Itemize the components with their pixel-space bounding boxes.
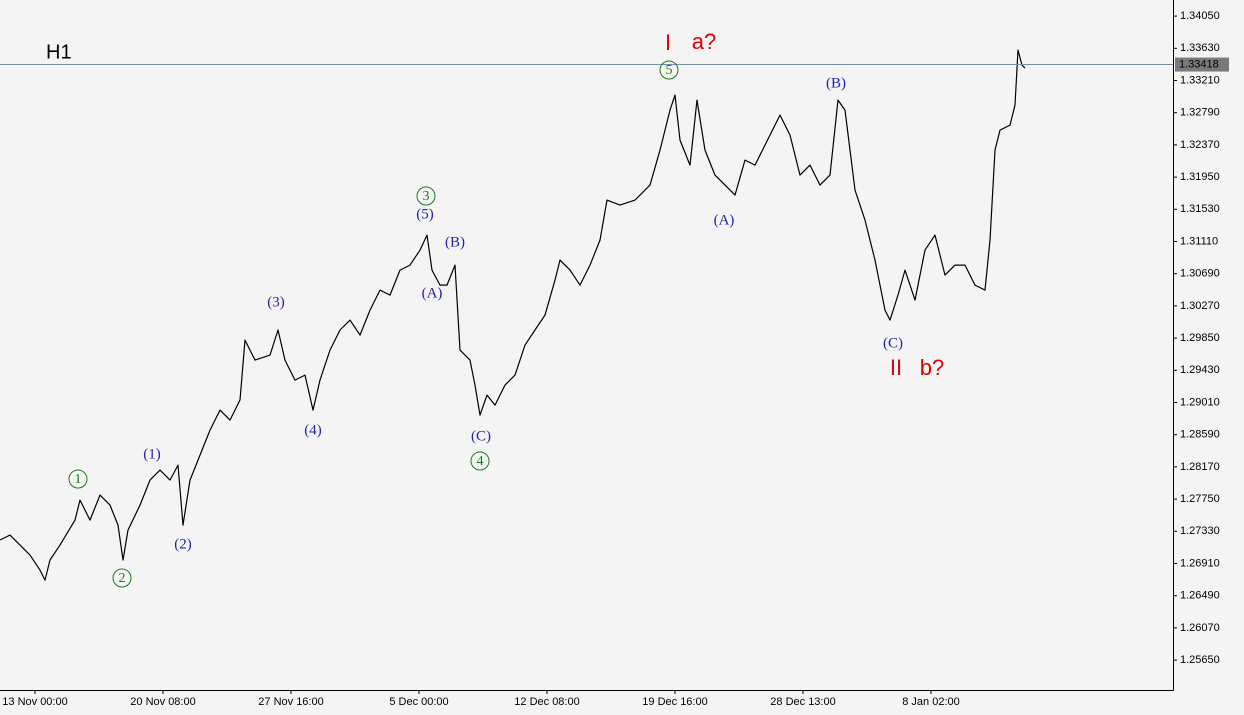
wave-circle (416, 186, 436, 206)
current-price-box (1175, 57, 1229, 72)
degree-label: II (890, 355, 902, 380)
y-tick-label: 1.30270 (1180, 300, 1220, 312)
y-tick-label: 1.31110 (1180, 235, 1218, 247)
wave-label: (C) (471, 428, 491, 444)
timeframe-label: H1 (46, 41, 72, 63)
price-line (0, 49, 1026, 581)
degree-label: a? (692, 29, 716, 54)
y-tick-label: 1.29850 (1180, 332, 1220, 344)
x-tick-label: 19 Dec 16:00 (642, 696, 707, 708)
y-tick-label: 1.28590 (1180, 429, 1220, 441)
wave-label: (C) (883, 335, 903, 351)
wave-label: (B) (826, 75, 846, 91)
y-tick-label: 1.32370 (1180, 139, 1220, 151)
y-tick-label: 1.27750 (1180, 493, 1220, 505)
y-tick-label: 1.31950 (1180, 171, 1220, 183)
wave-label: 4 (477, 454, 484, 469)
y-tick-label: 1.29430 (1180, 364, 1220, 376)
wave-label: 1 (75, 472, 82, 487)
degree-label: b? (920, 355, 944, 380)
degree-label: I (665, 30, 671, 55)
wave-label: (2) (174, 536, 192, 552)
wave-circle (659, 60, 679, 80)
y-tick-label: 1.28170 (1180, 461, 1220, 473)
wave-label: (B) (445, 234, 465, 250)
wave-circle (68, 469, 88, 489)
wave-label: (3) (267, 294, 285, 310)
y-tick-label: 1.31530 (1180, 203, 1220, 215)
x-tick-label: 12 Dec 08:00 (514, 696, 579, 708)
y-tick-label: 1.33630 (1180, 42, 1220, 54)
y-tick-label: 1.26490 (1180, 590, 1220, 602)
y-tick-label: 1.34050 (1180, 10, 1220, 22)
wave-circle (470, 451, 490, 471)
y-tick-label: 1.29010 (1180, 396, 1220, 408)
y-tick-label: 1.25650 (1180, 654, 1220, 666)
y-tick-label: 1.30690 (1180, 268, 1220, 280)
wave-label: (4) (304, 422, 322, 438)
wave-label: 3 (423, 189, 430, 204)
wave-label: (5) (416, 206, 434, 222)
y-tick-label: 1.26070 (1180, 622, 1220, 634)
x-tick-label: 20 Nov 08:00 (130, 696, 195, 708)
y-tick-label: 1.33210 (1180, 74, 1220, 86)
y-tick-label: 1.27330 (1180, 525, 1220, 537)
x-tick-label: 27 Nov 16:00 (258, 696, 323, 708)
wave-label: (A) (422, 285, 443, 301)
x-tick-label: 13 Nov 00:00 (2, 696, 67, 708)
wave-circle (112, 568, 132, 588)
wave-label: 5 (666, 63, 673, 78)
x-tick-label: 28 Dec 13:00 (770, 696, 835, 708)
wave-label: 2 (119, 571, 126, 586)
current-price-label: 1.33418 (1179, 58, 1219, 70)
wave-label: (1) (143, 446, 161, 462)
wave-label: (A) (714, 212, 735, 228)
x-tick-label: 5 Dec 00:00 (389, 696, 448, 708)
y-tick-label: 1.32790 (1180, 107, 1220, 119)
x-tick-label: 8 Jan 02:00 (902, 696, 960, 708)
y-tick-label: 1.26910 (1180, 557, 1220, 569)
